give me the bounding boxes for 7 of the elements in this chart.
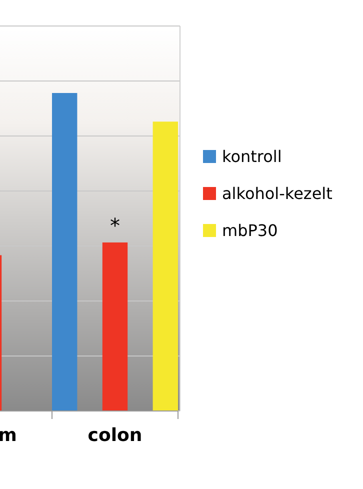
- bar: [52, 93, 78, 411]
- legend-label: mbP30: [222, 221, 278, 240]
- x-tick-label: colon: [88, 425, 142, 446]
- legend-label: alkohol-kezelt: [222, 184, 332, 203]
- bar: [152, 122, 178, 411]
- legend-label: kontroll: [222, 147, 282, 166]
- annotation: *: [110, 213, 120, 238]
